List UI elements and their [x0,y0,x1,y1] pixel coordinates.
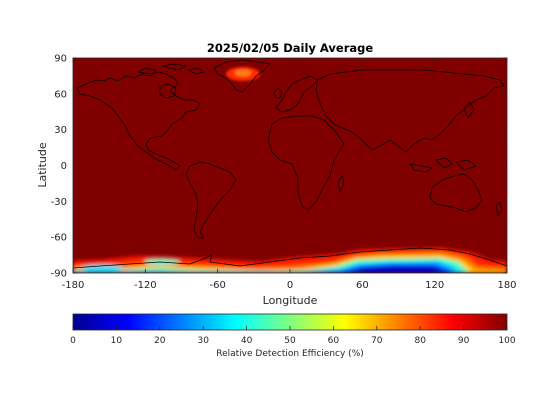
greenland-heat-core [234,69,252,77]
y-tick-label: 90 [54,54,67,65]
colorbar-tick-label: 30 [197,336,209,346]
y-tick-label: 0 [61,161,67,172]
y-tick-label: -30 [51,197,67,208]
map-area [73,58,507,273]
y-tick-label: -60 [51,233,67,244]
hudson-bay-coast [159,83,177,99]
y-tick-label: 60 [54,89,67,100]
y-tick-label: 30 [54,125,67,136]
x-tick-label: 0 [287,280,293,291]
x-tick-label: -180 [62,280,85,291]
europe-coast [275,75,319,113]
x-tick-label: -60 [209,280,225,291]
y-axis-label: Latitude [36,142,49,188]
north-america-coast [76,71,201,171]
y-axis-ticks: -90 -60 -30 0 30 60 90 [51,54,507,280]
x-tick-label: 60 [356,280,369,291]
coastlines [73,59,507,269]
colorbar-tick-label: 80 [414,336,426,346]
x-tick-label: -120 [134,280,157,291]
colorbar-label: Relative Detection Efficiency (%) [216,349,364,359]
antarctica-coast [73,247,507,269]
map-title: 2025/02/05 Daily Average [207,41,374,55]
greenland-coast [213,59,271,93]
colorbar-tick-label: 40 [241,336,253,346]
colorbar-tick-label: 10 [111,336,123,346]
japan-coast [463,101,475,119]
south-america-coast [185,161,237,239]
africa-coast [267,115,345,211]
madagascar-coast [337,175,345,193]
colorbar-tick-label: 20 [154,336,166,346]
colorbar-tick-label: 100 [498,336,515,346]
x-axis-label: Longitude [263,294,318,307]
new-zealand-coast [495,201,503,217]
colorbar-tick-label: 0 [70,336,76,346]
indonesia-coast [409,157,477,173]
colorbar-tick-label: 50 [284,336,296,346]
x-tick-label: 120 [425,280,444,291]
colorbar-tick-label: 70 [371,336,383,346]
arctic-islands-coast [137,63,205,75]
australia-coast [429,173,483,213]
y-tick-label: -90 [51,269,67,280]
asia-coast [315,69,505,153]
british-isles-coast [273,87,283,99]
x-axis-ticks: -180 -120 -60 0 60 120 180 [62,58,517,291]
colorbar-tick-label: 90 [458,336,470,346]
colorbar-tick-label: 60 [328,336,340,346]
colorbar-ticks: 0 10 20 30 40 50 60 70 80 90 100 [70,326,516,346]
heatmap-background [73,58,507,273]
colorbar: 0 10 20 30 40 50 60 70 80 90 100 Relative Detectio… [70,313,516,359]
x-tick-label: 180 [497,280,516,291]
